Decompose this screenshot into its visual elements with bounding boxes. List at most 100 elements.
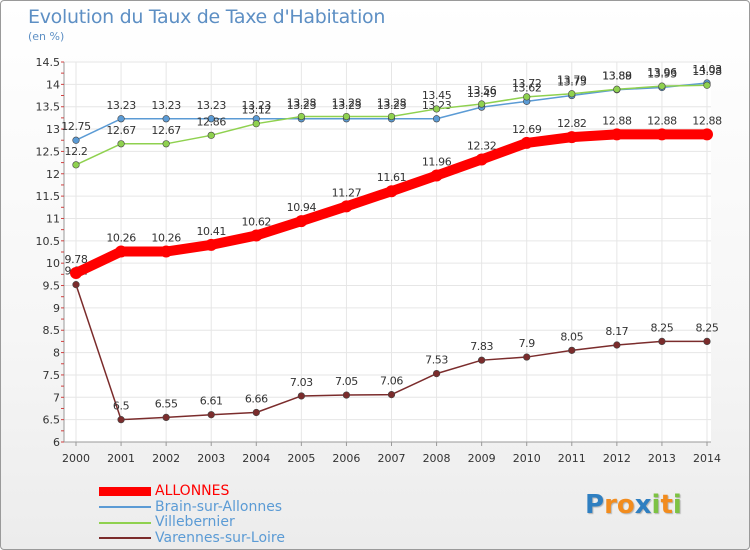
x-tick-label: 2008: [423, 452, 451, 465]
data-point: [297, 392, 305, 400]
x-tick-label: 2013: [648, 452, 676, 465]
data-label: 7.83: [470, 340, 493, 353]
series-allonnes: 9.78 10.26 10.26 10.41 10.62 10.94 11.27 11.61 1…: [65, 114, 723, 280]
chart-legend: ALLONNES Brain-sur-Allonnes Villebernier Va…: [99, 483, 285, 547]
y-tick-label: 7: [53, 391, 60, 404]
y-tick-label: 12: [46, 168, 60, 181]
x-tick-label: 2012: [603, 452, 631, 465]
data-label: 13.23: [332, 99, 362, 112]
data-label: 13.62: [512, 81, 542, 94]
data-point: [478, 100, 486, 108]
data-point: [115, 245, 128, 258]
legend-item-brain-sur-allonnes: Brain-sur-Allonnes: [99, 498, 285, 516]
legend-swatch: [99, 506, 151, 509]
data-label: 12.75: [61, 120, 91, 133]
x-tick-label: 2001: [107, 452, 135, 465]
y-tick-label: 11: [46, 212, 60, 225]
data-label: 6.66: [245, 392, 268, 405]
legend-label: ALLONNES: [155, 483, 230, 499]
data-label: 12.69: [512, 123, 542, 136]
legend-label: Varennes-sur-Loire: [155, 529, 285, 546]
data-point: [655, 128, 668, 141]
legend-swatch: [99, 537, 151, 540]
y-tick-label: 10: [46, 257, 60, 270]
x-tick-label: 2014: [693, 452, 721, 465]
data-point: [117, 416, 125, 424]
data-label: 6.5: [113, 400, 130, 413]
logo-letter: x: [634, 490, 652, 520]
data-point: [162, 115, 170, 123]
data-label: 7.05: [335, 375, 358, 388]
data-point: [207, 131, 215, 139]
data-point: [72, 136, 80, 144]
x-tick-label: 2003: [197, 452, 225, 465]
data-label: 8.17: [605, 325, 628, 338]
data-label: 13.96: [647, 66, 677, 79]
x-tick-label: 2007: [378, 452, 406, 465]
data-label: 13.28: [377, 97, 407, 110]
data-point: [432, 105, 441, 113]
y-tick-label: 7.5: [43, 369, 61, 382]
legend-item-villebernier: Villebernier: [99, 514, 285, 531]
data-label: 12.86: [196, 115, 226, 128]
data-label: 13.98: [692, 65, 722, 78]
data-label: 13.23: [287, 99, 317, 112]
data-label: 13.75: [557, 76, 587, 89]
data-point: [658, 82, 666, 90]
data-label: 10.94: [287, 201, 317, 214]
data-label: 13.88: [602, 70, 632, 83]
data-label: 12.67: [106, 124, 136, 137]
data-label: 11.27: [332, 186, 362, 199]
x-tick-label: 2002: [152, 452, 180, 465]
data-point: [117, 115, 125, 123]
y-tick-labels: 6 6.5 7 7.5 8 8.5 9 9.5 10 10.5 11 11.5 12 12.5 13 13.5…: [36, 56, 61, 449]
data-point: [430, 169, 443, 182]
legend-label: Brain-sur-Allonnes: [155, 498, 283, 515]
data-point: [523, 93, 531, 101]
data-label: 10.62: [242, 215, 272, 228]
data-label: 12.82: [557, 117, 587, 130]
data-point: [205, 238, 218, 251]
data-point: [387, 112, 396, 121]
logo-letter: o: [616, 490, 635, 520]
logo-letter: r: [604, 490, 617, 520]
chart-title: Evolution du Taux de Taxe d'Habitation: [28, 6, 386, 28]
data-label: 11.61: [377, 171, 407, 184]
data-point: [295, 215, 308, 228]
data-point: [297, 112, 305, 121]
data-label: 9.78: [65, 253, 88, 266]
data-point: [342, 391, 351, 399]
y-tick-label: 14.5: [36, 56, 61, 69]
data-point: [568, 90, 576, 98]
data-point: [207, 115, 215, 123]
y-tick-label: 11.5: [36, 190, 61, 203]
data-label: 7.03: [290, 376, 313, 389]
data-point: [523, 353, 531, 361]
data-label: 12.67: [151, 124, 181, 137]
data-label: 13.23: [106, 99, 136, 112]
legend-item-varennes-sur-loire: Varennes-sur-Loire: [99, 529, 285, 547]
y-tick-label: 6.5: [43, 414, 61, 427]
data-point: [613, 85, 621, 93]
data-label: 10.26: [151, 232, 181, 245]
data-point: [387, 391, 396, 399]
data-label: 10.26: [106, 232, 136, 245]
data-point: [250, 229, 263, 242]
y-tick-label: 8.5: [43, 324, 61, 337]
x-tick-labels: 2000 2001 2002 2003 2004 2005 2006 2007 2008 2009…: [62, 442, 721, 465]
y-tick-label: 12.5: [36, 145, 61, 158]
data-point: [475, 153, 488, 166]
data-point: [658, 337, 666, 346]
data-point: [568, 346, 576, 354]
x-tick-label: 2005: [287, 452, 315, 465]
x-tick-label: 2010: [513, 452, 541, 465]
data-label: 13.45: [422, 89, 452, 102]
data-point: [565, 131, 578, 144]
data-point: [703, 81, 711, 89]
data-point: [385, 185, 398, 198]
proxiti-logo: Proxiti: [585, 490, 682, 520]
data-point: [701, 128, 713, 141]
